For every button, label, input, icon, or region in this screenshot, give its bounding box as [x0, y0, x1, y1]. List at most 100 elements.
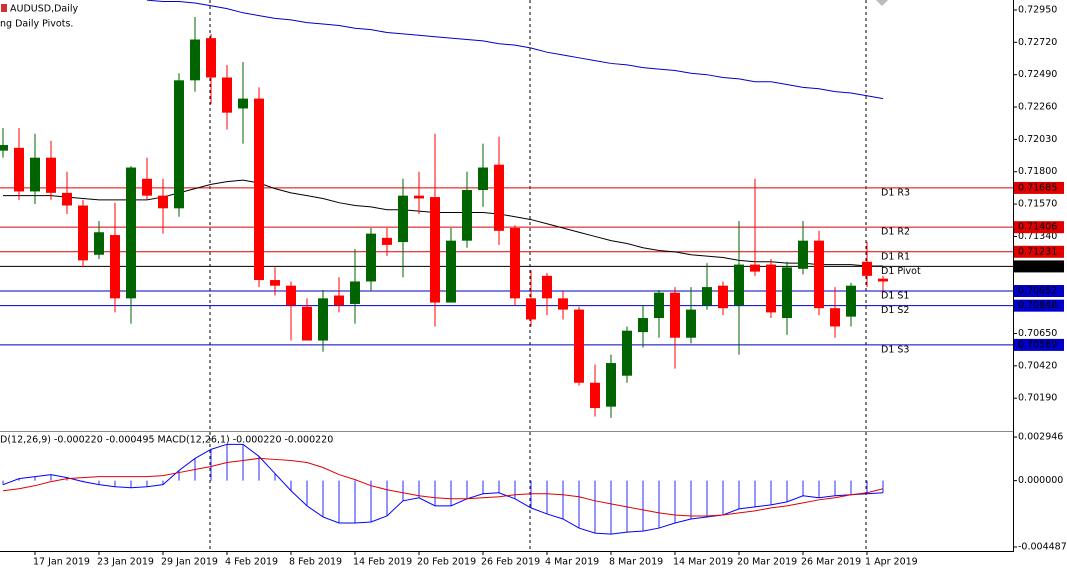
candle-body [718, 285, 728, 309]
pivot-label: D1 R2 [881, 227, 910, 238]
candle-body [606, 363, 616, 407]
candle-body [526, 298, 536, 320]
candle-body [862, 261, 872, 276]
x-tick-label: 14 Feb 2019 [353, 557, 412, 568]
price-tag [1014, 221, 1064, 234]
y-tick-label: 0.002946 [1018, 432, 1063, 443]
candle-body [30, 157, 40, 192]
candle-body [110, 235, 120, 299]
price-tag [1014, 299, 1064, 312]
candle-body [0, 145, 8, 151]
y-tick-label: 0.70420 [1018, 360, 1057, 371]
candle-body [702, 287, 712, 306]
y-tick-label: 0.72720 [1018, 37, 1057, 48]
symbol-icon [1, 4, 7, 12]
x-tick-label: 8 Mar 2019 [609, 557, 663, 568]
indicator-name: ng Daily Pivots. [0, 19, 73, 30]
candle-body [590, 382, 600, 409]
y-tick-label: 0.72030 [1018, 134, 1057, 145]
candle-body [382, 237, 392, 245]
candle-body [574, 309, 584, 383]
chart-title: AUDUSD,Daily [10, 4, 79, 15]
candle-body [254, 98, 264, 281]
x-tick-label: 4 Feb 2019 [225, 557, 278, 568]
x-tick-label: 17 Jan 2019 [33, 557, 90, 568]
price-tag-label: 0.71127 [1018, 261, 1057, 272]
candle-body [622, 330, 632, 376]
candle-body [494, 164, 504, 231]
candle-body [318, 298, 328, 341]
candle-body [830, 308, 840, 327]
candle-body [286, 285, 296, 306]
candle-body [878, 278, 888, 282]
macd-line [2, 443, 884, 535]
price-tag-label: 0.70952 [1018, 286, 1057, 297]
price-tag [1014, 338, 1064, 351]
price-tag [1014, 260, 1064, 273]
pivot-label: D1 S2 [881, 305, 909, 316]
candle-body [462, 190, 472, 241]
x-tick-label: 20 Feb 2019 [417, 557, 476, 568]
candle-body [558, 298, 568, 310]
candle-body [798, 240, 808, 269]
pivot-label: D1 R1 [881, 251, 910, 262]
candle-body [542, 275, 552, 299]
price-tag [1014, 181, 1064, 194]
price-tag-label: 0.70848 [1018, 300, 1057, 311]
candle-body [414, 195, 424, 199]
candle-body [846, 285, 856, 317]
candle-body [782, 267, 792, 319]
candle-body [174, 80, 184, 209]
pivot-label: D1 S3 [881, 344, 909, 355]
candle-body [126, 167, 136, 299]
price-tag-label: 0.70569 [1018, 339, 1057, 350]
candle-body [14, 147, 24, 192]
candle-body [446, 240, 456, 303]
x-tick-label: 8 Feb 2019 [289, 557, 342, 568]
candle-body [190, 39, 200, 81]
price-tag [1014, 245, 1064, 258]
candle-body [478, 167, 488, 191]
y-tick-label: 0.71570 [1018, 199, 1057, 210]
shift-marker [876, 0, 888, 6]
candle-body [142, 178, 152, 196]
x-tick-label: 4 Mar 2019 [545, 557, 599, 568]
candle-body [270, 280, 280, 286]
y-tick-label: 0.71340 [1018, 231, 1057, 242]
candle-body [638, 318, 648, 333]
candle-body [46, 157, 56, 193]
candle-body [238, 98, 248, 109]
candle-body [510, 228, 520, 299]
candle-body [686, 309, 696, 338]
moving-average [146, 0, 884, 100]
y-tick-label: 0.72490 [1018, 69, 1057, 80]
x-tick-label: 26 Feb 2019 [481, 557, 540, 568]
price-tag-label: 0.71685 [1018, 182, 1057, 193]
y-tick-label: 0.70190 [1018, 393, 1057, 404]
candle-body [222, 77, 232, 113]
price-tag-label: 0.71231 [1018, 246, 1057, 257]
candle-body [62, 192, 72, 206]
y-tick-label: 0.000000 [1018, 475, 1063, 486]
candle-body [430, 197, 440, 303]
candle-body [654, 292, 664, 319]
y-tick-label: -0.004487 [1018, 541, 1067, 552]
y-tick-label: 0.72950 [1018, 4, 1057, 15]
candle-body [814, 240, 824, 309]
candle-body [670, 292, 680, 338]
pivot-label: D1 Pivot [881, 266, 921, 277]
candle-body [206, 38, 216, 78]
x-tick-label: 29 Jan 2019 [161, 557, 218, 568]
candle-body [366, 233, 376, 282]
candle-body [750, 264, 760, 272]
price-tag-label: 0.71406 [1018, 222, 1057, 233]
price-tag [1014, 285, 1064, 298]
candle-body [334, 295, 344, 306]
candle-body [350, 281, 360, 304]
pivot-label: D1 S1 [881, 291, 909, 302]
pivot-label: D1 R3 [881, 187, 910, 198]
y-tick-label: 0.71800 [1018, 166, 1057, 177]
